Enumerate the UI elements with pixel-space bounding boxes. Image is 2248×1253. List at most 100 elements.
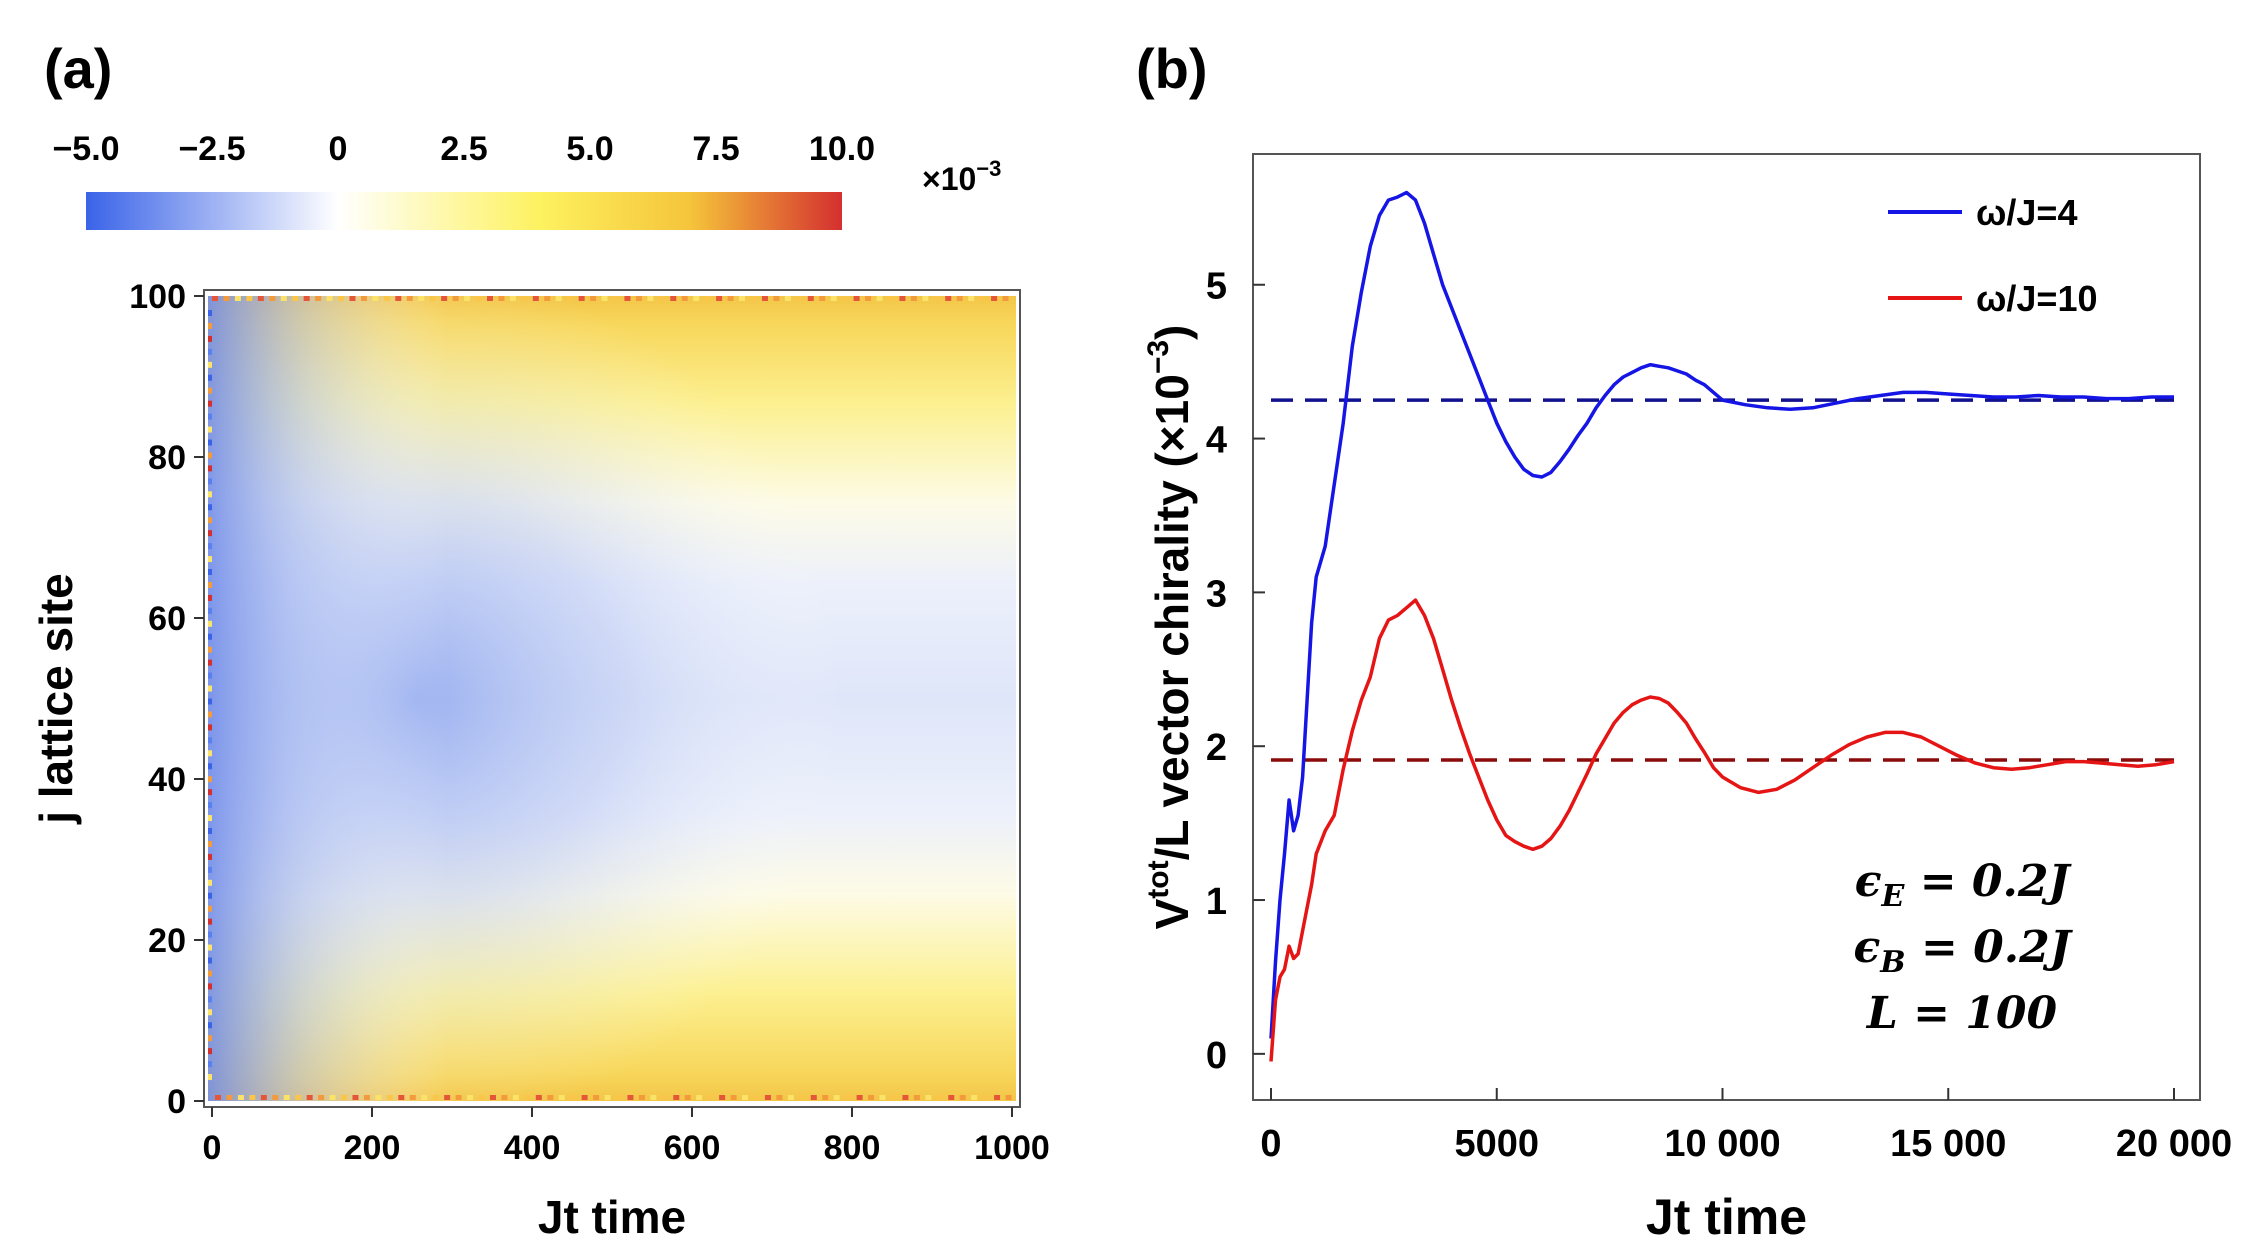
- x-tick-label: 20 000: [2116, 1123, 2232, 1165]
- edge-cell: [948, 1095, 955, 1100]
- edge-cell: [910, 296, 917, 301]
- edge-cell: [208, 361, 212, 368]
- edge-cell: [971, 1095, 978, 1100]
- legend: ω/J=4 ω/J=10: [1888, 192, 2098, 319]
- edge-cell: [879, 1095, 886, 1100]
- edge-cell: [1002, 296, 1009, 301]
- edge-cell: [764, 1095, 771, 1100]
- edge-cell: [890, 1095, 897, 1100]
- edge-cell: [386, 1095, 393, 1100]
- colorbar-multiplier: ×10−3: [922, 156, 1001, 197]
- edge-cell: [208, 1022, 212, 1029]
- edge-cell: [208, 478, 212, 485]
- edge-cell: [979, 296, 986, 301]
- edge-cell: [982, 1095, 989, 1100]
- heatmap-edge-noise: [208, 296, 1012, 1100]
- edge-cell: [208, 322, 212, 329]
- x-tick-label: 15 000: [1890, 1123, 2006, 1165]
- edge-cell: [303, 296, 310, 301]
- edge-cell: [352, 1095, 359, 1100]
- edge-cell: [796, 296, 803, 301]
- edge-cell: [968, 296, 975, 301]
- edge-cell: [208, 944, 212, 951]
- edge-cell: [601, 296, 608, 301]
- edge-cell: [208, 750, 212, 757]
- edge-cell: [208, 672, 212, 679]
- edge-cell: [590, 296, 597, 301]
- x-axis-label-b: Jt time: [1646, 1189, 1807, 1245]
- edge-cell: [272, 1095, 279, 1100]
- edge-cell: [406, 296, 413, 301]
- edge-cell: [208, 426, 212, 433]
- colorbar-tick-label: −2.5: [178, 130, 245, 168]
- edge-cell: [269, 296, 276, 301]
- edge-cell: [208, 776, 212, 783]
- y-tick-label: 2: [1206, 727, 1227, 769]
- edge-cell: [661, 1095, 668, 1100]
- y-tick-label: 60: [148, 600, 186, 638]
- edge-cell: [208, 996, 212, 1003]
- edge-cell: [375, 1095, 382, 1100]
- x-tick-label: 0: [203, 1129, 222, 1167]
- edge-cell: [578, 296, 585, 301]
- edge-cell: [681, 296, 688, 301]
- legend-label: ω/J=4: [1976, 192, 2077, 233]
- edge-cell: [727, 296, 734, 301]
- edge-cell: [208, 957, 212, 964]
- edge-cell: [902, 1095, 909, 1100]
- edge-cell: [750, 296, 757, 301]
- edge-cell: [208, 607, 212, 614]
- edge-cell: [208, 983, 212, 990]
- edge-cell: [627, 1095, 634, 1100]
- edge-cell: [208, 594, 212, 601]
- edge-cell: [936, 1095, 943, 1100]
- edge-cell: [581, 1095, 588, 1100]
- edge-cell: [853, 296, 860, 301]
- edge-cell: [624, 296, 631, 301]
- edge-cell: [283, 1095, 290, 1100]
- edge-cell: [208, 892, 212, 899]
- y-tick-label: 40: [148, 761, 186, 799]
- edge-cell: [475, 296, 482, 301]
- colorbar: [86, 192, 842, 230]
- edge-cell: [208, 646, 212, 653]
- edge-cell: [707, 1095, 714, 1100]
- edge-cell: [532, 296, 539, 301]
- edge-cell: [208, 310, 212, 316]
- edge-cell: [208, 737, 212, 744]
- edge-cell: [208, 905, 212, 912]
- legend-label: ω/J=10: [1976, 278, 2098, 319]
- edge-cell: [776, 1095, 783, 1100]
- edge-cell: [464, 296, 471, 301]
- edge-cell: [208, 659, 212, 666]
- x-tick-label: 10 000: [1664, 1123, 1780, 1165]
- annotation-line: ϵB = 0.2J: [1853, 922, 2073, 980]
- edge-cell: [899, 296, 906, 301]
- panel-a: (a) −5.0 −2.5 0 2.5 5.0 7.5 10.0 ×10−3 0 200 400…: [30, 37, 1050, 1243]
- edge-cell: [933, 296, 940, 301]
- edge-cell: [234, 296, 241, 301]
- edge-cell: [693, 296, 700, 301]
- y-tick-label: 0: [1206, 1035, 1227, 1077]
- edge-cell: [208, 866, 212, 873]
- edge-cell: [208, 439, 212, 446]
- edge-cell: [822, 1095, 829, 1100]
- axes-a: 0 200 400 600 800 1000 0 20 40 60 80 100: [129, 278, 1050, 1167]
- edge-cell: [208, 620, 212, 627]
- panel-a-label: (a): [44, 37, 112, 100]
- edge-cell: [570, 1095, 577, 1100]
- edge-cell: [349, 296, 356, 301]
- edge-cell: [208, 348, 212, 355]
- edge-cell: [208, 1074, 212, 1081]
- edge-cell: [421, 1095, 428, 1100]
- x-tick-label: 600: [664, 1129, 721, 1167]
- edge-cell: [670, 296, 677, 301]
- edge-cell: [208, 569, 212, 575]
- edge-cell: [555, 296, 562, 301]
- heatmap-left-edge: [208, 296, 1016, 1101]
- edge-cell: [208, 724, 212, 731]
- edge-cell: [486, 296, 493, 301]
- edge-cell: [208, 828, 212, 834]
